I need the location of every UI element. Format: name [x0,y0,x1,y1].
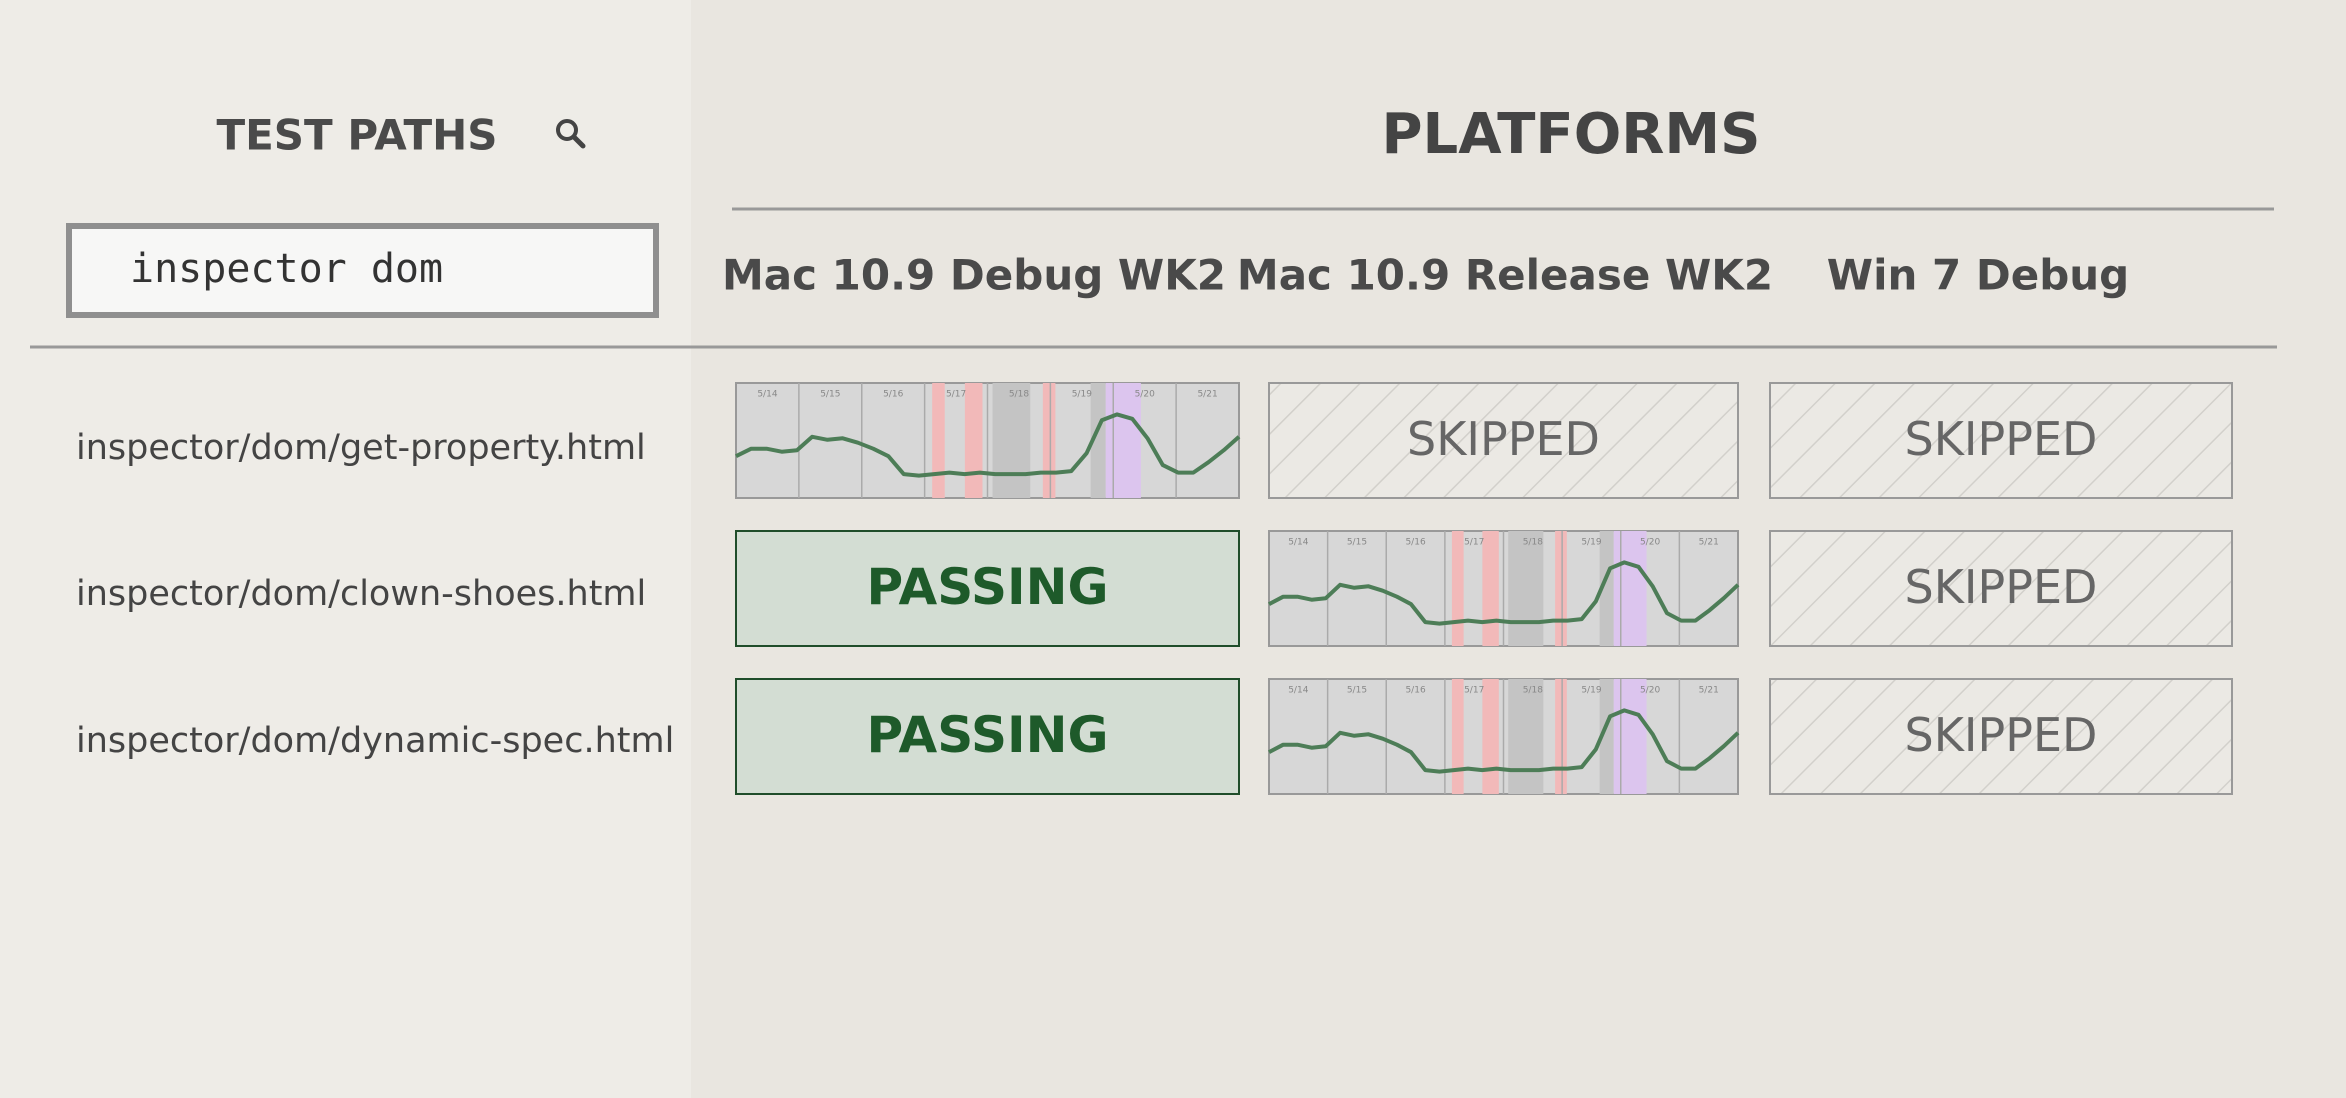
cell-status: SKIPPED [1407,412,1600,466]
timeline-date: 5/17 [1464,686,1484,696]
band [1613,679,1647,794]
band [1090,383,1106,498]
timeline-date: 5/17 [1464,538,1484,548]
skipped-cell [1769,530,2233,647]
timeline: 5/14 5/15 5/16 5/17 5/18 5/19 5/20 5/21 [1268,678,1740,795]
test-path: inspector/dom/clown-shoes.html [76,574,646,614]
search-input[interactable] [66,223,659,318]
platform-header: Mac 10.9 Release WK2 [1237,251,1773,300]
timeline: 5/14 5/15 5/16 5/17 5/18 5/19 5/20 5/21 [735,382,1241,499]
platform-header: Win 7 Debug [1827,251,2129,300]
passing-cell [735,530,1240,647]
band [1482,679,1499,794]
timeline-date: 5/16 [1405,686,1425,696]
cell-status: SKIPPED [1905,708,2098,762]
timeline-date: 5/18 [1523,538,1543,548]
timeline-date: 5/19 [1581,686,1601,696]
passing-cell [735,678,1240,795]
band [1105,383,1141,498]
skipped-cell [1268,382,1739,499]
timeline-date: 5/16 [883,390,903,400]
timeline-date: 5/21 [1699,686,1719,696]
timeline-date: 5/15 [1347,538,1367,548]
timeline-date: 5/14 [1288,538,1308,548]
timeline-date: 5/14 [757,390,777,400]
band [1451,679,1464,794]
timeline-line [1268,708,1740,774]
timeline-date: 5/20 [1640,686,1660,696]
test-path: inspector/dom/dynamic-spec.html [76,721,674,761]
band [1042,383,1056,498]
timeline-line [1268,560,1740,626]
band [964,383,983,498]
skipped-cell [1769,678,2233,795]
test-paths-heading: TEST PATHS [216,111,497,160]
platform-header: Mac 10.9 Debug WK2 [722,251,1226,300]
band [1482,531,1499,646]
cell-status: PASSING [866,558,1108,616]
search-icon[interactable] [556,119,586,149]
timeline-date: 5/17 [946,390,966,400]
band [992,383,1031,498]
search-value[interactable]: inspector dom [130,246,443,292]
timeline-date: 5/18 [1009,390,1029,400]
band [1555,531,1567,646]
band [1555,679,1567,794]
band [1508,679,1544,794]
timeline-date: 5/15 [820,390,840,400]
platforms-heading: PLATFORMS [1382,102,1761,167]
band [1613,531,1647,646]
band [1451,531,1464,646]
timeline-date: 5/16 [1405,538,1425,548]
cell-status: SKIPPED [1905,412,2098,466]
timeline-date: 5/20 [1135,390,1155,400]
skipped-cell [1769,382,2233,499]
timeline-date: 5/21 [1699,538,1719,548]
timeline-date: 5/20 [1640,538,1660,548]
timeline-date: 5/14 [1288,686,1308,696]
timeline-date: 5/19 [1581,538,1601,548]
timeline-line [735,412,1241,478]
band [1599,679,1614,794]
timeline-date: 5/21 [1197,390,1217,400]
cell-status: SKIPPED [1905,560,2098,614]
band [1508,531,1544,646]
cell-status: PASSING [866,706,1108,764]
band [932,383,945,498]
timeline-date: 5/19 [1072,390,1092,400]
band [1599,531,1614,646]
timeline: 5/14 5/15 5/16 5/17 5/18 5/19 5/20 5/21 [1268,530,1740,647]
sidebar [0,0,691,1098]
timeline-date: 5/18 [1523,686,1543,696]
test-path: inspector/dom/get-property.html [76,428,646,468]
timeline-date: 5/15 [1347,686,1367,696]
